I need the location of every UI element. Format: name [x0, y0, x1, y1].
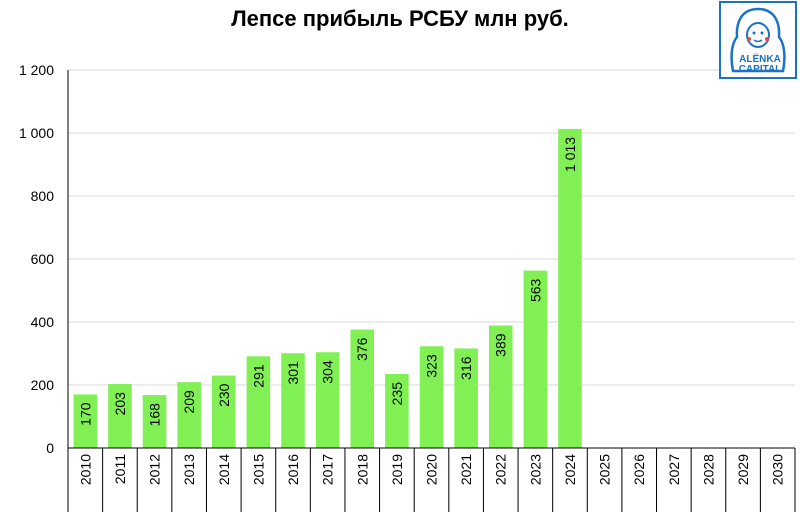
x-tick-label: 2010 [77, 454, 93, 485]
x-tick-label: 2020 [424, 454, 440, 485]
bar [212, 375, 236, 448]
x-tick-label: 2025 [597, 454, 613, 485]
x-tick-label: 2026 [631, 454, 647, 485]
bar-value-label: 376 [354, 337, 370, 361]
bar [177, 382, 201, 448]
x-tick-label: 2016 [285, 454, 301, 485]
bar [558, 128, 582, 448]
bar-value-label: 563 [527, 278, 543, 302]
bar-value-label: 301 [285, 361, 301, 385]
bar [419, 346, 444, 448]
bar [142, 395, 167, 448]
bar [108, 384, 132, 448]
alenka-capital-logo: ALЁNKA CAPITAL [719, 1, 797, 79]
bar-value-label: 389 [493, 333, 509, 357]
x-tick-label: 2021 [458, 454, 474, 485]
bar [488, 325, 513, 448]
y-tick-label: 600 [31, 251, 55, 267]
bar-value-label: 1 013 [562, 137, 578, 172]
logo-text-line1: ALЁNKA [739, 52, 781, 65]
chart-title: Лепсе прибыль РСБУ млн руб. [231, 6, 569, 31]
y-tick-label: 1 000 [19, 125, 54, 141]
y-tick-label: 1 200 [19, 62, 54, 78]
bar [350, 329, 375, 448]
bar [454, 348, 478, 448]
x-tick-label: 2014 [216, 454, 232, 485]
bar [523, 270, 548, 448]
bar-value-label: 316 [458, 356, 474, 380]
bar-value-label: 291 [250, 364, 266, 388]
bar-value-label: 170 [77, 402, 93, 426]
x-tick-label: 2019 [389, 454, 405, 485]
x-tick-label: 2022 [493, 454, 509, 485]
bar-value-label: 304 [320, 360, 336, 384]
y-tick-label: 800 [31, 188, 55, 204]
bar [315, 352, 340, 448]
y-tick-label: 0 [46, 440, 54, 456]
x-tick-label: 2017 [320, 454, 336, 485]
bar-value-label: 168 [147, 403, 163, 427]
y-tick-label: 400 [31, 314, 55, 330]
bar [246, 356, 271, 448]
x-tick-label: 2018 [354, 454, 370, 485]
x-tick-label: 2024 [562, 454, 578, 485]
x-tick-label: 2013 [181, 454, 197, 485]
x-tick-label: 2011 [112, 454, 128, 484]
x-tick-label: 2023 [527, 454, 543, 485]
bar-value-label: 235 [389, 382, 405, 406]
bar [281, 353, 305, 448]
bar-value-label: 209 [181, 390, 197, 414]
x-tick-label: 2012 [147, 454, 163, 485]
x-tick-label: 2030 [770, 454, 786, 485]
bar [73, 394, 98, 448]
bar-value-label: 203 [112, 392, 128, 416]
bar-value-label: 323 [424, 354, 440, 378]
bar [385, 373, 409, 448]
y-tick-label: 200 [31, 377, 55, 393]
x-tick-label: 2028 [700, 454, 716, 485]
bar-value-label: 230 [216, 383, 232, 407]
x-tick-label: 2029 [735, 454, 751, 485]
logo-text-line2: CAPITAL [739, 64, 782, 75]
x-tick-label: 2015 [250, 454, 266, 485]
x-tick-label: 2027 [666, 454, 682, 485]
